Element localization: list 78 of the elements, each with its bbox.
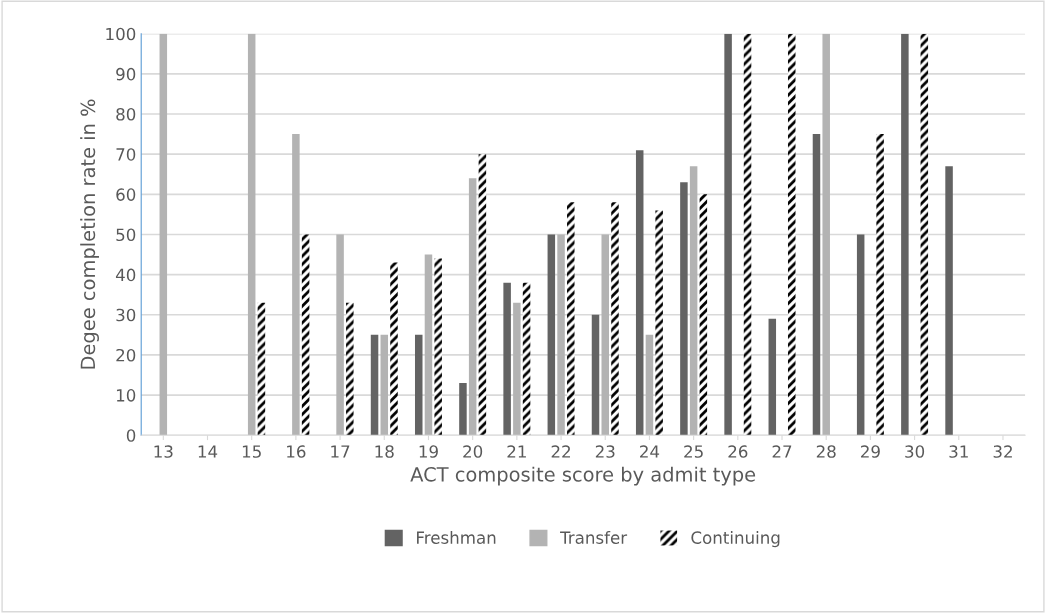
bar <box>522 282 531 436</box>
bar <box>635 150 644 436</box>
bar <box>414 334 423 436</box>
bar <box>159 33 168 436</box>
bar <box>301 234 310 436</box>
bar <box>680 182 688 436</box>
bar <box>247 33 256 436</box>
bar <box>468 178 477 436</box>
bar <box>901 33 909 436</box>
bar <box>876 134 884 436</box>
bar <box>768 318 777 436</box>
y-tick-label: 30 <box>116 308 136 322</box>
bar <box>591 314 600 436</box>
x-tick-label: 31 <box>949 445 968 458</box>
bar <box>346 302 354 436</box>
bar <box>822 33 830 436</box>
bar <box>945 166 953 436</box>
bar <box>920 33 929 436</box>
bar <box>478 154 487 436</box>
x-tick-label: 22 <box>551 445 570 458</box>
y-axis-title: Degee completion rate in % <box>80 99 99 369</box>
bar <box>459 383 467 436</box>
x-tick-label: 23 <box>595 445 615 458</box>
bar <box>257 302 266 436</box>
y-tick-label: 10 <box>116 389 136 402</box>
x-tick-label: 21 <box>507 445 526 458</box>
x-tick-label: 29 <box>861 445 880 458</box>
x-tick-label: 17 <box>331 445 350 458</box>
bar <box>645 334 654 436</box>
x-tick-label: 32 <box>993 445 1012 458</box>
legend-label: Continuing <box>691 531 780 548</box>
bar <box>743 33 752 436</box>
x-tick-label: 27 <box>772 445 792 458</box>
bar <box>370 334 379 436</box>
bar <box>547 234 556 436</box>
bar <box>434 258 442 436</box>
bar <box>390 262 398 436</box>
bar <box>380 334 389 436</box>
bar <box>336 234 344 436</box>
bar <box>567 202 575 436</box>
bar <box>699 194 708 436</box>
bar <box>856 234 865 436</box>
bar <box>557 234 565 436</box>
bar <box>424 254 433 436</box>
y-tick-label: 0 <box>126 429 136 442</box>
x-axis-title: ACT composite score by admit type <box>410 466 756 486</box>
legend-label: Transfer <box>560 531 628 544</box>
bar <box>503 282 511 436</box>
x-tick-label: 26 <box>728 445 748 458</box>
bar <box>292 134 300 436</box>
y-tick-label: 100 <box>106 27 136 41</box>
bar <box>689 166 698 436</box>
y-tick-label: 60 <box>116 188 136 201</box>
x-tick-label: 13 <box>154 445 173 458</box>
bar <box>724 33 732 436</box>
y-tick-label: 90 <box>116 67 136 81</box>
x-tick-label: 20 <box>463 445 483 458</box>
x-tick-label: 14 <box>198 445 218 458</box>
y-tick-label: 50 <box>116 228 136 242</box>
bar <box>812 134 821 436</box>
x-tick-label: 30 <box>905 445 925 458</box>
y-tick-label: 70 <box>116 148 136 161</box>
x-tick-label: 24 <box>640 445 660 458</box>
legend-label: Freshman <box>417 531 496 544</box>
x-tick-label: 19 <box>419 445 438 458</box>
x-tick-label: 28 <box>816 445 836 458</box>
bar <box>655 210 663 436</box>
y-tick-label: 20 <box>116 348 136 362</box>
bar <box>611 202 619 436</box>
x-tick-label: 15 <box>242 445 261 458</box>
y-tick-label: 40 <box>115 268 136 282</box>
bar <box>787 33 796 436</box>
x-tick-label: 18 <box>375 445 394 458</box>
bar <box>513 302 521 436</box>
y-tick-label: 80 <box>116 107 136 121</box>
x-tick-label: 25 <box>684 445 703 458</box>
bar <box>601 234 609 436</box>
x-tick-label: 16 <box>287 445 306 458</box>
